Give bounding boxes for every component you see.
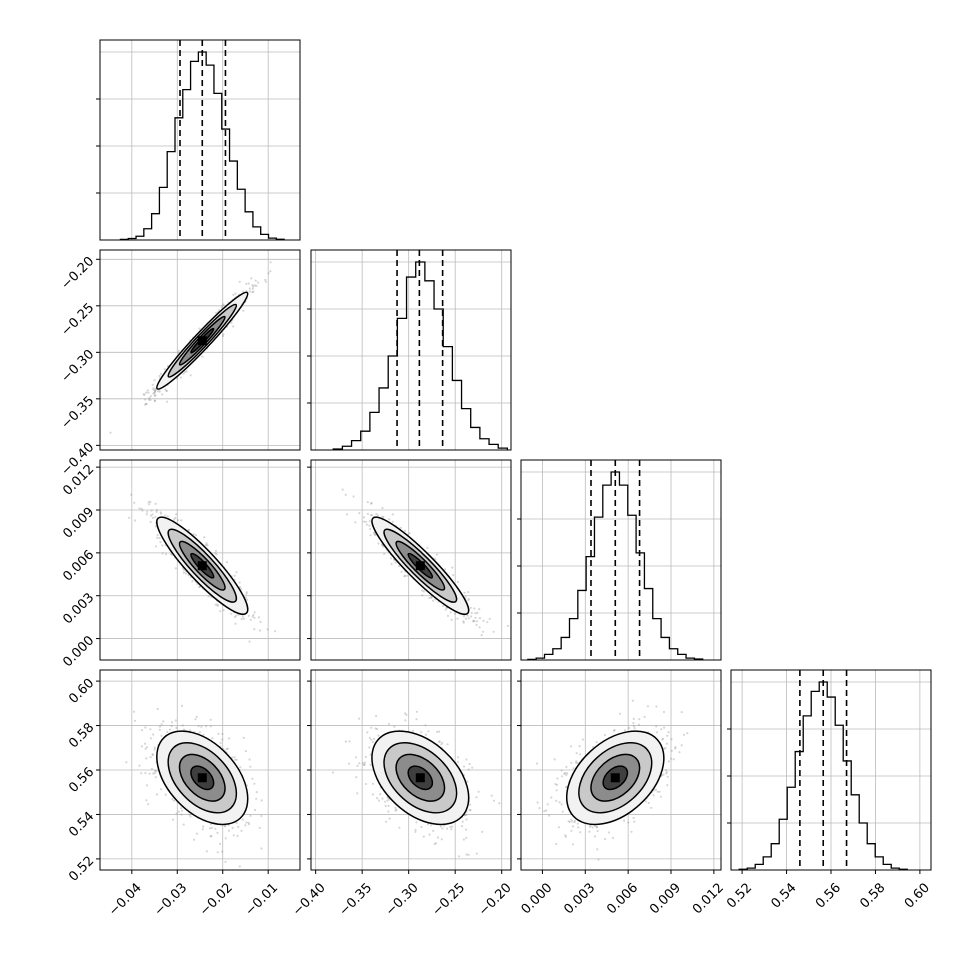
panel-frame bbox=[730, 669, 932, 871]
y-tick-label: 0.000 bbox=[60, 633, 97, 670]
contour-line-1 bbox=[156, 730, 249, 826]
y-tick-label: 0.003 bbox=[60, 590, 97, 627]
contour-line-2 bbox=[167, 303, 238, 378]
y-tick-label: 0.54 bbox=[66, 809, 97, 840]
x-tick-label: 0.006 bbox=[604, 880, 641, 917]
y-tick-label: 0.009 bbox=[60, 505, 97, 542]
contour-line-1 bbox=[371, 730, 470, 826]
histogram-bars bbox=[332, 261, 509, 450]
contour-line-4 bbox=[190, 552, 215, 579]
contour-line-3 bbox=[178, 753, 226, 802]
contour-line-4 bbox=[407, 552, 434, 579]
scatter-panel-3-1 bbox=[96, 459, 301, 661]
x-tick-label: 0.60 bbox=[902, 880, 933, 911]
x-tick-label: −0.03 bbox=[152, 880, 191, 919]
contour-line-4 bbox=[407, 765, 434, 791]
panel-frame bbox=[310, 669, 512, 871]
y-tick-label: 0.58 bbox=[66, 720, 97, 751]
contour-line-4 bbox=[190, 765, 215, 791]
density-peak bbox=[197, 773, 207, 783]
contour-line-1 bbox=[156, 291, 249, 390]
density-peak bbox=[197, 336, 207, 346]
contour-line-1 bbox=[156, 516, 249, 616]
contour-line-3 bbox=[395, 540, 446, 591]
panel-frame bbox=[520, 459, 722, 661]
contour-line-1 bbox=[565, 730, 665, 826]
panel-frame bbox=[310, 459, 512, 661]
scatter-panel-2-1 bbox=[96, 249, 301, 451]
x-tick-label: 0.009 bbox=[647, 880, 684, 917]
density-peak bbox=[415, 561, 425, 571]
panel-frame bbox=[310, 249, 512, 451]
y-tick-label: 0.60 bbox=[66, 676, 97, 707]
x-tick-label: −0.04 bbox=[106, 880, 145, 919]
x-tick-label: −0.01 bbox=[242, 880, 281, 919]
density-peak bbox=[197, 561, 207, 571]
contour-line-4 bbox=[602, 765, 629, 791]
y-tick-label: −0.35 bbox=[59, 394, 98, 433]
histogram-panel-2 bbox=[307, 249, 512, 451]
x-tick-label: 0.003 bbox=[561, 880, 598, 917]
x-tick-label: −0.30 bbox=[383, 880, 422, 919]
y-tick-label: −0.25 bbox=[59, 301, 98, 340]
x-tick-label: −0.35 bbox=[336, 880, 375, 919]
histogram-panel-4 bbox=[727, 669, 932, 874]
panel-frame bbox=[99, 249, 301, 451]
panel-frame bbox=[99, 669, 301, 871]
contour-line-2 bbox=[383, 742, 458, 814]
histogram-panel-1 bbox=[96, 39, 301, 241]
contour-line-3 bbox=[395, 753, 446, 802]
x-tick-label: 0.52 bbox=[724, 880, 755, 911]
y-tick-label: −0.20 bbox=[59, 254, 98, 293]
histogram-panel-3 bbox=[517, 459, 722, 661]
y-tick-label: 0.006 bbox=[60, 548, 97, 585]
density-peak bbox=[415, 773, 425, 783]
panel-frame bbox=[99, 39, 301, 241]
x-tick-label: 0.56 bbox=[813, 880, 844, 911]
scatter-panel-4-2 bbox=[307, 669, 512, 874]
contour-line-2 bbox=[167, 528, 238, 603]
panel-background bbox=[311, 250, 511, 450]
contour-line-3 bbox=[178, 315, 226, 366]
scatter-panel-4-3 bbox=[517, 669, 722, 874]
contour-line-2 bbox=[383, 528, 458, 603]
x-tick-label: −0.02 bbox=[197, 880, 236, 919]
x-tick-label: 0.012 bbox=[690, 880, 727, 917]
contour-line-3 bbox=[590, 753, 641, 802]
x-tick-label: 0.58 bbox=[857, 880, 888, 911]
x-tick-label: −0.25 bbox=[429, 880, 468, 919]
x-tick-label: −0.40 bbox=[290, 880, 329, 919]
density-peak bbox=[610, 773, 620, 783]
contour-line-1 bbox=[371, 516, 470, 616]
x-tick-label: 0.000 bbox=[519, 880, 556, 917]
contour-line-2 bbox=[578, 742, 653, 814]
scatter-panel-3-2 bbox=[307, 459, 512, 661]
panel-background bbox=[521, 460, 721, 660]
y-tick-label: −0.30 bbox=[59, 347, 98, 386]
x-tick-label: −0.20 bbox=[476, 880, 515, 919]
contour-line-4 bbox=[190, 327, 215, 354]
panel-frame bbox=[520, 669, 722, 871]
y-tick-label: 0.56 bbox=[66, 765, 97, 796]
contour-line-3 bbox=[178, 540, 226, 591]
contour-line-2 bbox=[167, 742, 238, 814]
y-tick-label: 0.52 bbox=[66, 854, 97, 885]
x-tick-label: 0.54 bbox=[769, 880, 800, 911]
panel-frame bbox=[99, 459, 301, 661]
scatter-panel-4-1 bbox=[96, 669, 301, 874]
panel-background bbox=[100, 40, 300, 240]
